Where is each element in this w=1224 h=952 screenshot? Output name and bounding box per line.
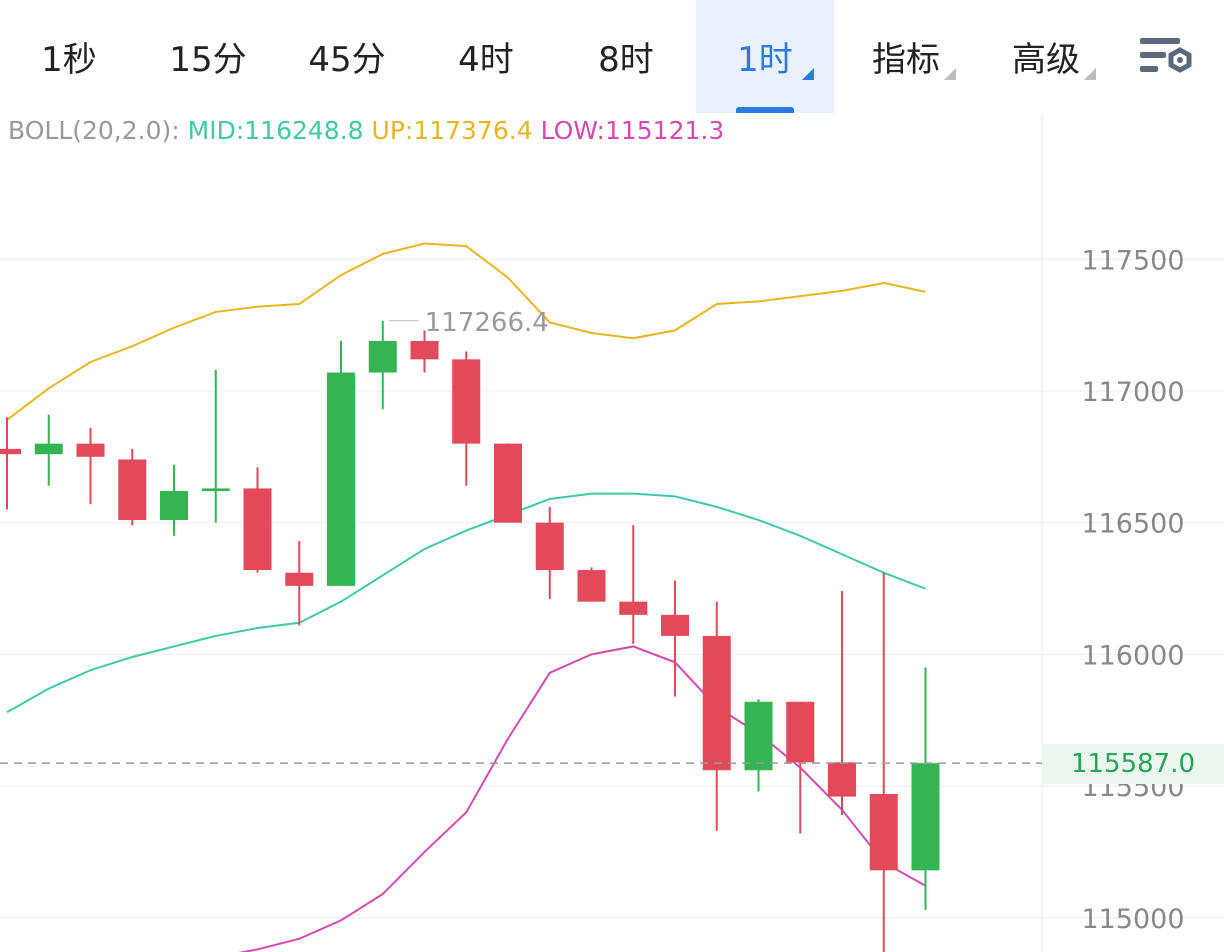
boll-upper-band — [6, 242, 926, 421]
candle-body — [368, 340, 397, 373]
boll-mid-value: MID:116248.8 — [187, 116, 364, 145]
y-tick-label: 116000 — [1081, 640, 1184, 671]
candle-body — [76, 443, 105, 457]
candlestick-chart[interactable]: 1150001155001160001165001170001175001172… — [0, 113, 1224, 952]
boll-name: BOLL(20,2.0): — [8, 116, 180, 145]
y-tick-label: 117000 — [1081, 377, 1184, 408]
dropdown-triangle-icon — [1084, 68, 1096, 80]
tab-3[interactable]: 4时 — [416, 0, 556, 113]
candle-body — [869, 793, 898, 871]
tab-label: 高级 — [1012, 40, 1080, 80]
candle-body — [410, 340, 439, 360]
tab-6[interactable]: 指标 — [836, 0, 976, 113]
candle-body — [661, 614, 689, 636]
tab-0[interactable]: 1秒 — [0, 0, 138, 113]
candle-body — [118, 459, 147, 521]
timeframe-tab-bar: 1秒 15分 45分 4时 8时 1时 指标 高级 — [0, 0, 1224, 113]
candle-body — [744, 701, 773, 771]
boll-low-value: LOW:115121.3 — [540, 116, 725, 145]
tab-label: 8时 — [598, 40, 654, 80]
candle-body — [786, 701, 815, 763]
candle-body — [452, 359, 481, 444]
y-tick-label: 115000 — [1081, 904, 1184, 935]
candle-body — [828, 762, 856, 797]
candle-body — [535, 522, 564, 571]
candle-body — [327, 372, 355, 586]
candle-body — [577, 570, 606, 602]
candle-body — [160, 491, 188, 521]
boll-up-value: UP:117376.4 — [371, 116, 533, 145]
tab-label: 1时 — [737, 40, 793, 80]
candle-body — [285, 572, 314, 586]
y-tick-label: 116500 — [1081, 509, 1184, 540]
active-tab-indicator — [736, 107, 794, 113]
candle-body — [243, 488, 272, 571]
candle-body — [0, 448, 21, 455]
chart-settings-icon[interactable] — [1138, 32, 1198, 86]
candle-body — [34, 443, 63, 455]
tab-1[interactable]: 15分 — [138, 0, 278, 113]
candle-body — [201, 488, 230, 492]
tab-5[interactable]: 1时 — [696, 0, 834, 113]
tab-2[interactable]: 45分 — [278, 0, 416, 113]
tab-label: 4时 — [458, 40, 514, 80]
candle-body — [494, 443, 522, 523]
candle-body — [619, 601, 648, 615]
candle-body — [911, 763, 940, 871]
max-price-label: 117266.4 — [425, 308, 549, 338]
y-tick-label: 117500 — [1081, 245, 1184, 276]
boll-lower-band — [238, 645, 926, 952]
tab-4[interactable]: 8时 — [556, 0, 696, 113]
dropdown-triangle-icon — [802, 68, 814, 80]
dropdown-triangle-icon — [944, 68, 956, 80]
current-price-tag: 115587.0 — [1042, 744, 1224, 784]
tab-7[interactable]: 高级 — [976, 0, 1116, 113]
candle-body — [702, 635, 731, 771]
tab-label: 15分 — [169, 40, 247, 80]
tab-label: 45分 — [308, 40, 386, 80]
tab-label: 指标 — [872, 40, 940, 80]
boll-middle-band — [6, 492, 926, 714]
tab-label: 1秒 — [41, 40, 97, 80]
boll-indicator-legend: BOLL(20,2.0): MID:116248.8 UP:117376.4 L… — [8, 116, 724, 145]
